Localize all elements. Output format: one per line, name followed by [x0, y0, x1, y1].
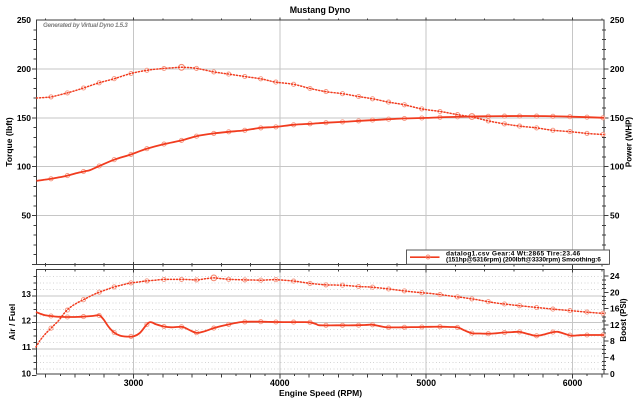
svg-text:150: 150 — [17, 113, 31, 123]
svg-text:4: 4 — [610, 353, 615, 363]
svg-text:3000: 3000 — [124, 378, 144, 388]
svg-text:250: 250 — [610, 15, 624, 25]
svg-text:150: 150 — [610, 113, 624, 123]
svg-text:5000: 5000 — [416, 378, 436, 388]
svg-text:10: 10 — [22, 369, 32, 379]
svg-text:50: 50 — [22, 211, 32, 221]
svg-text:16: 16 — [610, 304, 620, 314]
svg-text:12: 12 — [610, 320, 620, 330]
svg-text:0: 0 — [610, 369, 615, 379]
svg-text:Torque (lbft): Torque (lbft) — [4, 117, 14, 167]
svg-text:4000: 4000 — [270, 378, 290, 388]
svg-text:24: 24 — [610, 271, 620, 281]
svg-text:Engine Speed (RPM): Engine Speed (RPM) — [279, 388, 362, 398]
svg-text:200: 200 — [610, 64, 624, 74]
svg-text:100: 100 — [610, 162, 624, 172]
svg-text:datalog1.csv Gear:4 Wt:2865 Ti: datalog1.csv Gear:4 Wt:2865 Tire:23.46 — [446, 251, 580, 258]
svg-text:6000: 6000 — [563, 378, 583, 388]
svg-text:50: 50 — [610, 211, 620, 221]
svg-text:11: 11 — [22, 342, 31, 352]
svg-text:250: 250 — [17, 15, 31, 25]
svg-text:13: 13 — [22, 289, 32, 299]
svg-text:Power (WHP): Power (WHP) — [625, 117, 634, 168]
svg-text:Air / Fuel: Air / Fuel — [7, 304, 17, 340]
svg-text:Boost (PSI): Boost (PSI) — [619, 298, 628, 341]
svg-text:8: 8 — [610, 336, 615, 346]
svg-text:100: 100 — [17, 162, 31, 172]
svg-text:Mustang Dyno: Mustang Dyno — [290, 5, 351, 15]
svg-text:200: 200 — [17, 64, 31, 74]
svg-text:(151hp@5316rpm) (200lbft@3330r: (151hp@5316rpm) (200lbft@3330rpm) Smooth… — [446, 256, 601, 263]
svg-text:20: 20 — [610, 287, 620, 297]
svg-text:Generated by Virtual Dyno 1.5.: Generated by Virtual Dyno 1.5.3 — [43, 22, 128, 29]
svg-text:12: 12 — [22, 316, 32, 326]
